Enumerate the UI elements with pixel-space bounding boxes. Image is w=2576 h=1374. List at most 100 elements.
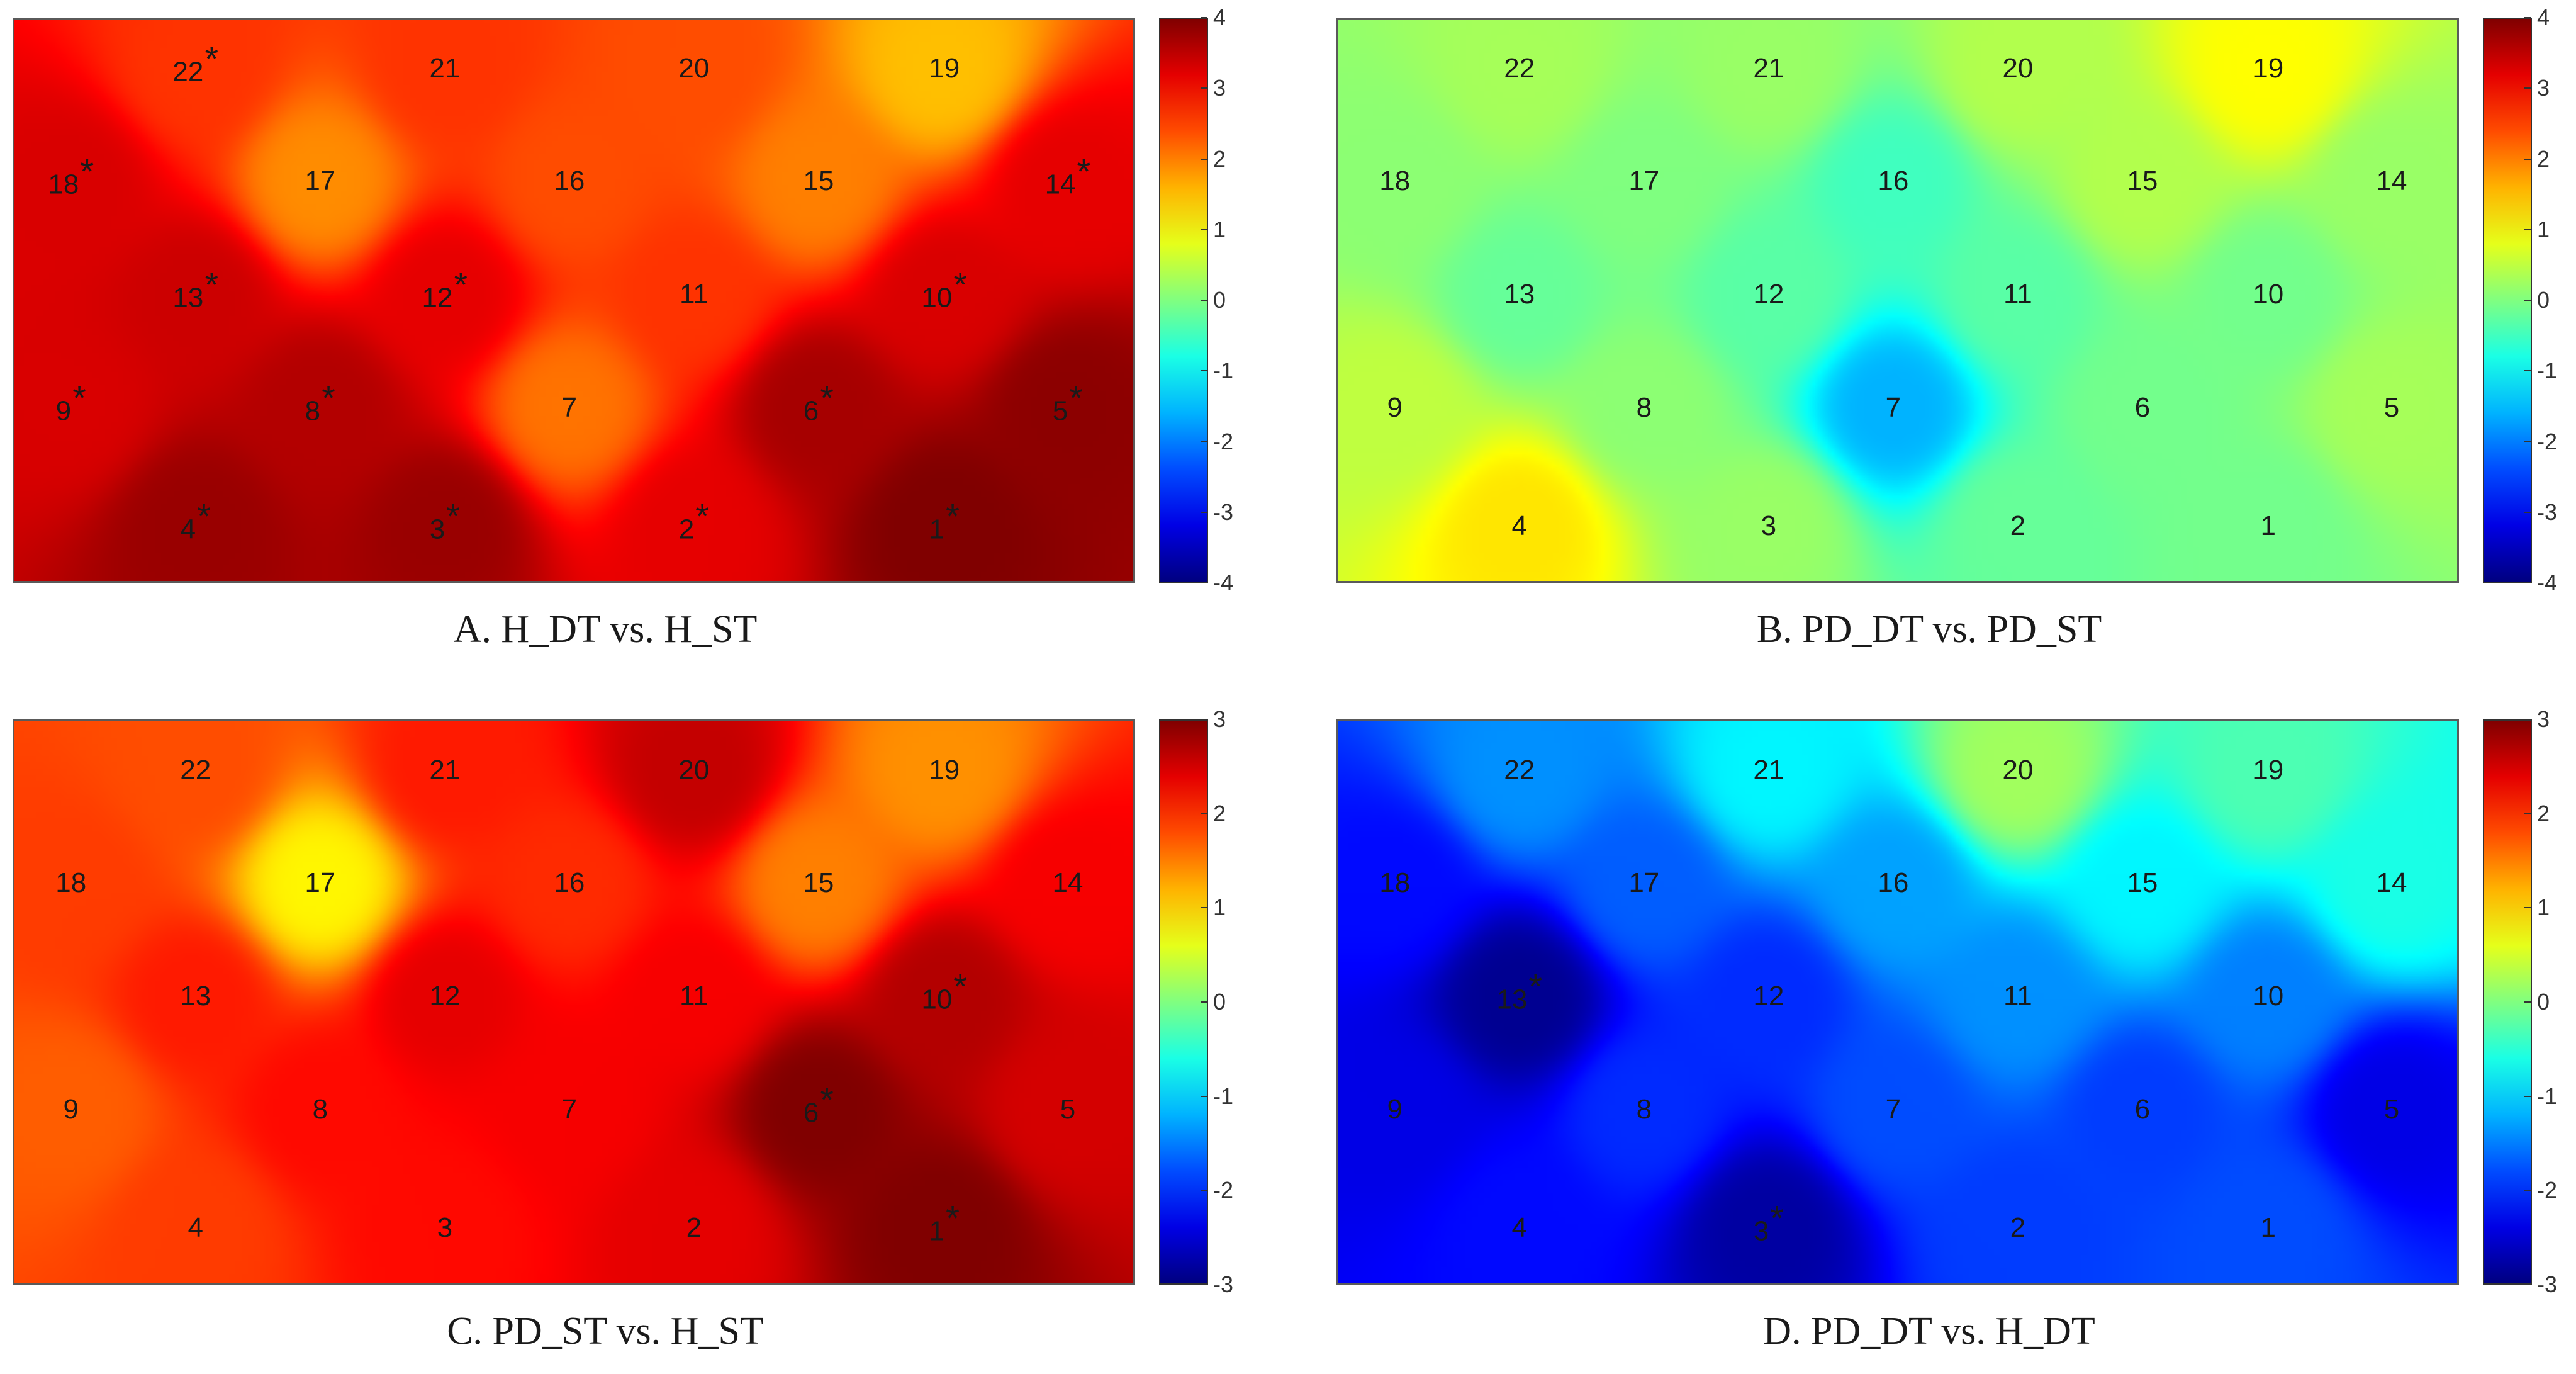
electrode-label-15: 15 <box>2127 166 2158 197</box>
electrode-number: 6 <box>803 1097 819 1129</box>
electrode-number: 21 <box>429 754 461 786</box>
electrode-label-14: 14 <box>2376 166 2407 197</box>
electrode-number: 8 <box>1636 1093 1652 1125</box>
heatmap-area <box>13 18 1135 583</box>
colorbar <box>2483 18 2532 583</box>
colorbar-tick-label: 2 <box>2537 800 2550 826</box>
significance-asterisk: * <box>80 151 94 191</box>
electrode-label-5: 5 <box>1060 1094 1075 1125</box>
significance-asterisk: * <box>204 38 219 79</box>
colorbar <box>1159 719 1208 1285</box>
electrode-number: 12 <box>429 981 461 1012</box>
heatmap-field <box>1338 20 2457 581</box>
electrode-label-16: 16 <box>554 166 585 197</box>
electrode-label-19: 19 <box>2253 755 2283 786</box>
colorbar-tick-label: 2 <box>1213 145 1226 172</box>
electrode-number: 8 <box>305 395 321 427</box>
electrode-label-11: 11 <box>2003 981 2032 1012</box>
significance-asterisk: * <box>197 496 211 536</box>
significance-asterisk: * <box>946 1198 960 1238</box>
electrode-number: 2 <box>686 1212 702 1244</box>
electrode-label-13: 13* <box>172 265 218 315</box>
electrode-number: 11 <box>680 279 708 310</box>
colorbar <box>2483 719 2532 1285</box>
electrode-number: 9 <box>55 395 72 427</box>
electrode-number: 16 <box>554 867 585 899</box>
electrode-number: 5 <box>2383 391 2400 423</box>
colorbar-tick-mark <box>1201 1284 1207 1285</box>
electrode-label-8: 8 <box>1637 1094 1652 1125</box>
electrode-label-19: 19 <box>929 755 960 786</box>
colorbar-tick-label: 0 <box>1213 287 1226 313</box>
electrode-label-1: 1 <box>2260 510 2275 542</box>
electrode-label-6: 6 <box>2135 1094 2150 1125</box>
colorbar-tick-label: -3 <box>1213 498 1234 525</box>
colorbar-tick-mark <box>2524 1190 2531 1191</box>
electrode-number: 16 <box>1878 867 1909 899</box>
electrode-number: 18 <box>1379 867 1411 899</box>
significance-asterisk: * <box>1077 151 1091 191</box>
significance-asterisk: * <box>820 1079 834 1120</box>
electrode-label-6: 6 <box>2135 392 2150 424</box>
colorbar-tick-mark <box>2524 158 2531 160</box>
electrode-label-22: 22* <box>172 38 218 89</box>
electrode-label-2: 2 <box>2010 510 2025 542</box>
electrode-number: 21 <box>1753 52 1784 84</box>
electrode-label-13: 13 <box>1504 279 1535 310</box>
electrode-label-18: 18 <box>1379 166 1410 197</box>
colorbar-tick-mark <box>2524 813 2531 814</box>
panel-caption: B. PD_DT vs. PD_ST <box>1756 608 2102 651</box>
electrode-label-12: 12* <box>422 265 468 315</box>
electrode-label-7: 7 <box>562 392 577 424</box>
electrode-label-19: 19 <box>2253 53 2283 84</box>
electrode-label-14: 14* <box>1044 152 1091 202</box>
electrode-label-4: 4 <box>1512 510 1527 542</box>
electrode-number: 14 <box>2376 166 2407 197</box>
electrode-label-6: 6* <box>803 1079 834 1130</box>
electrode-label-15: 15 <box>803 166 834 197</box>
electrode-label-22: 22 <box>180 755 211 786</box>
electrode-number: 14 <box>1044 169 1076 200</box>
electrode-number: 18 <box>1379 166 1411 197</box>
electrode-number: 13 <box>172 282 204 313</box>
electrode-label-20: 20 <box>2002 755 2033 786</box>
electrode-label-5: 5 <box>2384 392 2399 424</box>
electrode-label-7: 7 <box>1886 392 1901 424</box>
electrode-number: 19 <box>929 754 960 786</box>
electrode-number: 15 <box>803 867 834 899</box>
electrode-label-18: 18 <box>1379 867 1410 899</box>
colorbar-tick-mark <box>1201 370 1207 372</box>
electrode-label-5: 5* <box>1053 378 1083 428</box>
electrode-label-10: 10* <box>921 265 967 315</box>
panel-caption: A. H_DT vs. H_ST <box>453 608 758 651</box>
electrode-number: 8 <box>312 1093 328 1125</box>
electrode-number: 9 <box>63 1093 79 1125</box>
colorbar-tick-label: 3 <box>1213 75 1226 101</box>
colorbar-tick-mark <box>2524 17 2531 18</box>
colorbar-tick-label: 1 <box>1213 216 1226 242</box>
electrode-label-10: 10* <box>921 967 967 1017</box>
electrode-label-8: 8 <box>313 1094 328 1125</box>
colorbar-tick-mark <box>2524 719 2531 720</box>
colorbar-tick-mark <box>1201 1001 1207 1003</box>
electrode-label-6: 6* <box>804 378 834 428</box>
heatmap-image <box>14 20 1133 581</box>
significance-asterisk: * <box>953 966 968 1006</box>
electrode-number: 10 <box>2253 981 2284 1012</box>
electrode-number: 7 <box>1885 1093 1901 1125</box>
electrode-number: 1 <box>929 1215 945 1247</box>
electrode-number: 5 <box>1060 1093 1076 1125</box>
electrode-number: 20 <box>2002 52 2034 84</box>
electrode-number: 16 <box>1878 166 1909 197</box>
electrode-number: 3 <box>437 1212 453 1244</box>
significance-asterisk: * <box>1069 378 1084 418</box>
significance-asterisk: * <box>72 378 86 418</box>
electrode-number: 22 <box>1504 52 1535 84</box>
electrode-label-9: 9* <box>55 378 86 428</box>
colorbar-tick-label: -1 <box>1213 358 1234 384</box>
electrode-number: 21 <box>1753 754 1784 786</box>
colorbar-tick-mark <box>1201 813 1207 814</box>
electrode-label-3: 3 <box>437 1212 452 1244</box>
electrode-label-12: 12 <box>429 981 460 1012</box>
electrode-label-2: 2 <box>2010 1212 2025 1244</box>
